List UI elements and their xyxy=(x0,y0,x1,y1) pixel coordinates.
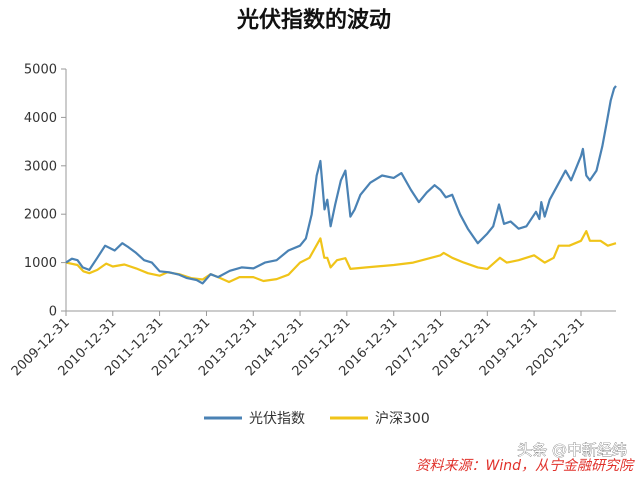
y-tick-label: 1000 xyxy=(24,256,57,271)
y-tick-label: 0 xyxy=(49,305,57,320)
legend-label-hs300: 沪深300 xyxy=(375,411,430,427)
plot-area xyxy=(65,85,617,285)
y-tick-label: 2000 xyxy=(24,208,57,223)
y-tick-label: 4000 xyxy=(24,111,57,126)
series-line-pv-index xyxy=(65,85,617,285)
watermark: 头条 @中新经纬 xyxy=(517,441,627,459)
legend: 光伏指数 沪深300 xyxy=(204,411,430,427)
chart-title: 光伏指数的波动 xyxy=(236,7,391,33)
y-tick-label: 3000 xyxy=(24,159,57,174)
series-line-hs300 xyxy=(65,230,617,284)
y-tick-label: 5000 xyxy=(24,63,57,78)
source-note: 资料来源：Wind，从宁金融研究院 xyxy=(416,458,635,474)
legend-label-pv: 光伏指数 xyxy=(249,411,305,427)
y-axis: 0 1000 2000 3000 4000 5000 xyxy=(24,63,67,320)
x-axis: 2009-12-312010-12-312011-12-312012-12-31… xyxy=(9,310,616,379)
